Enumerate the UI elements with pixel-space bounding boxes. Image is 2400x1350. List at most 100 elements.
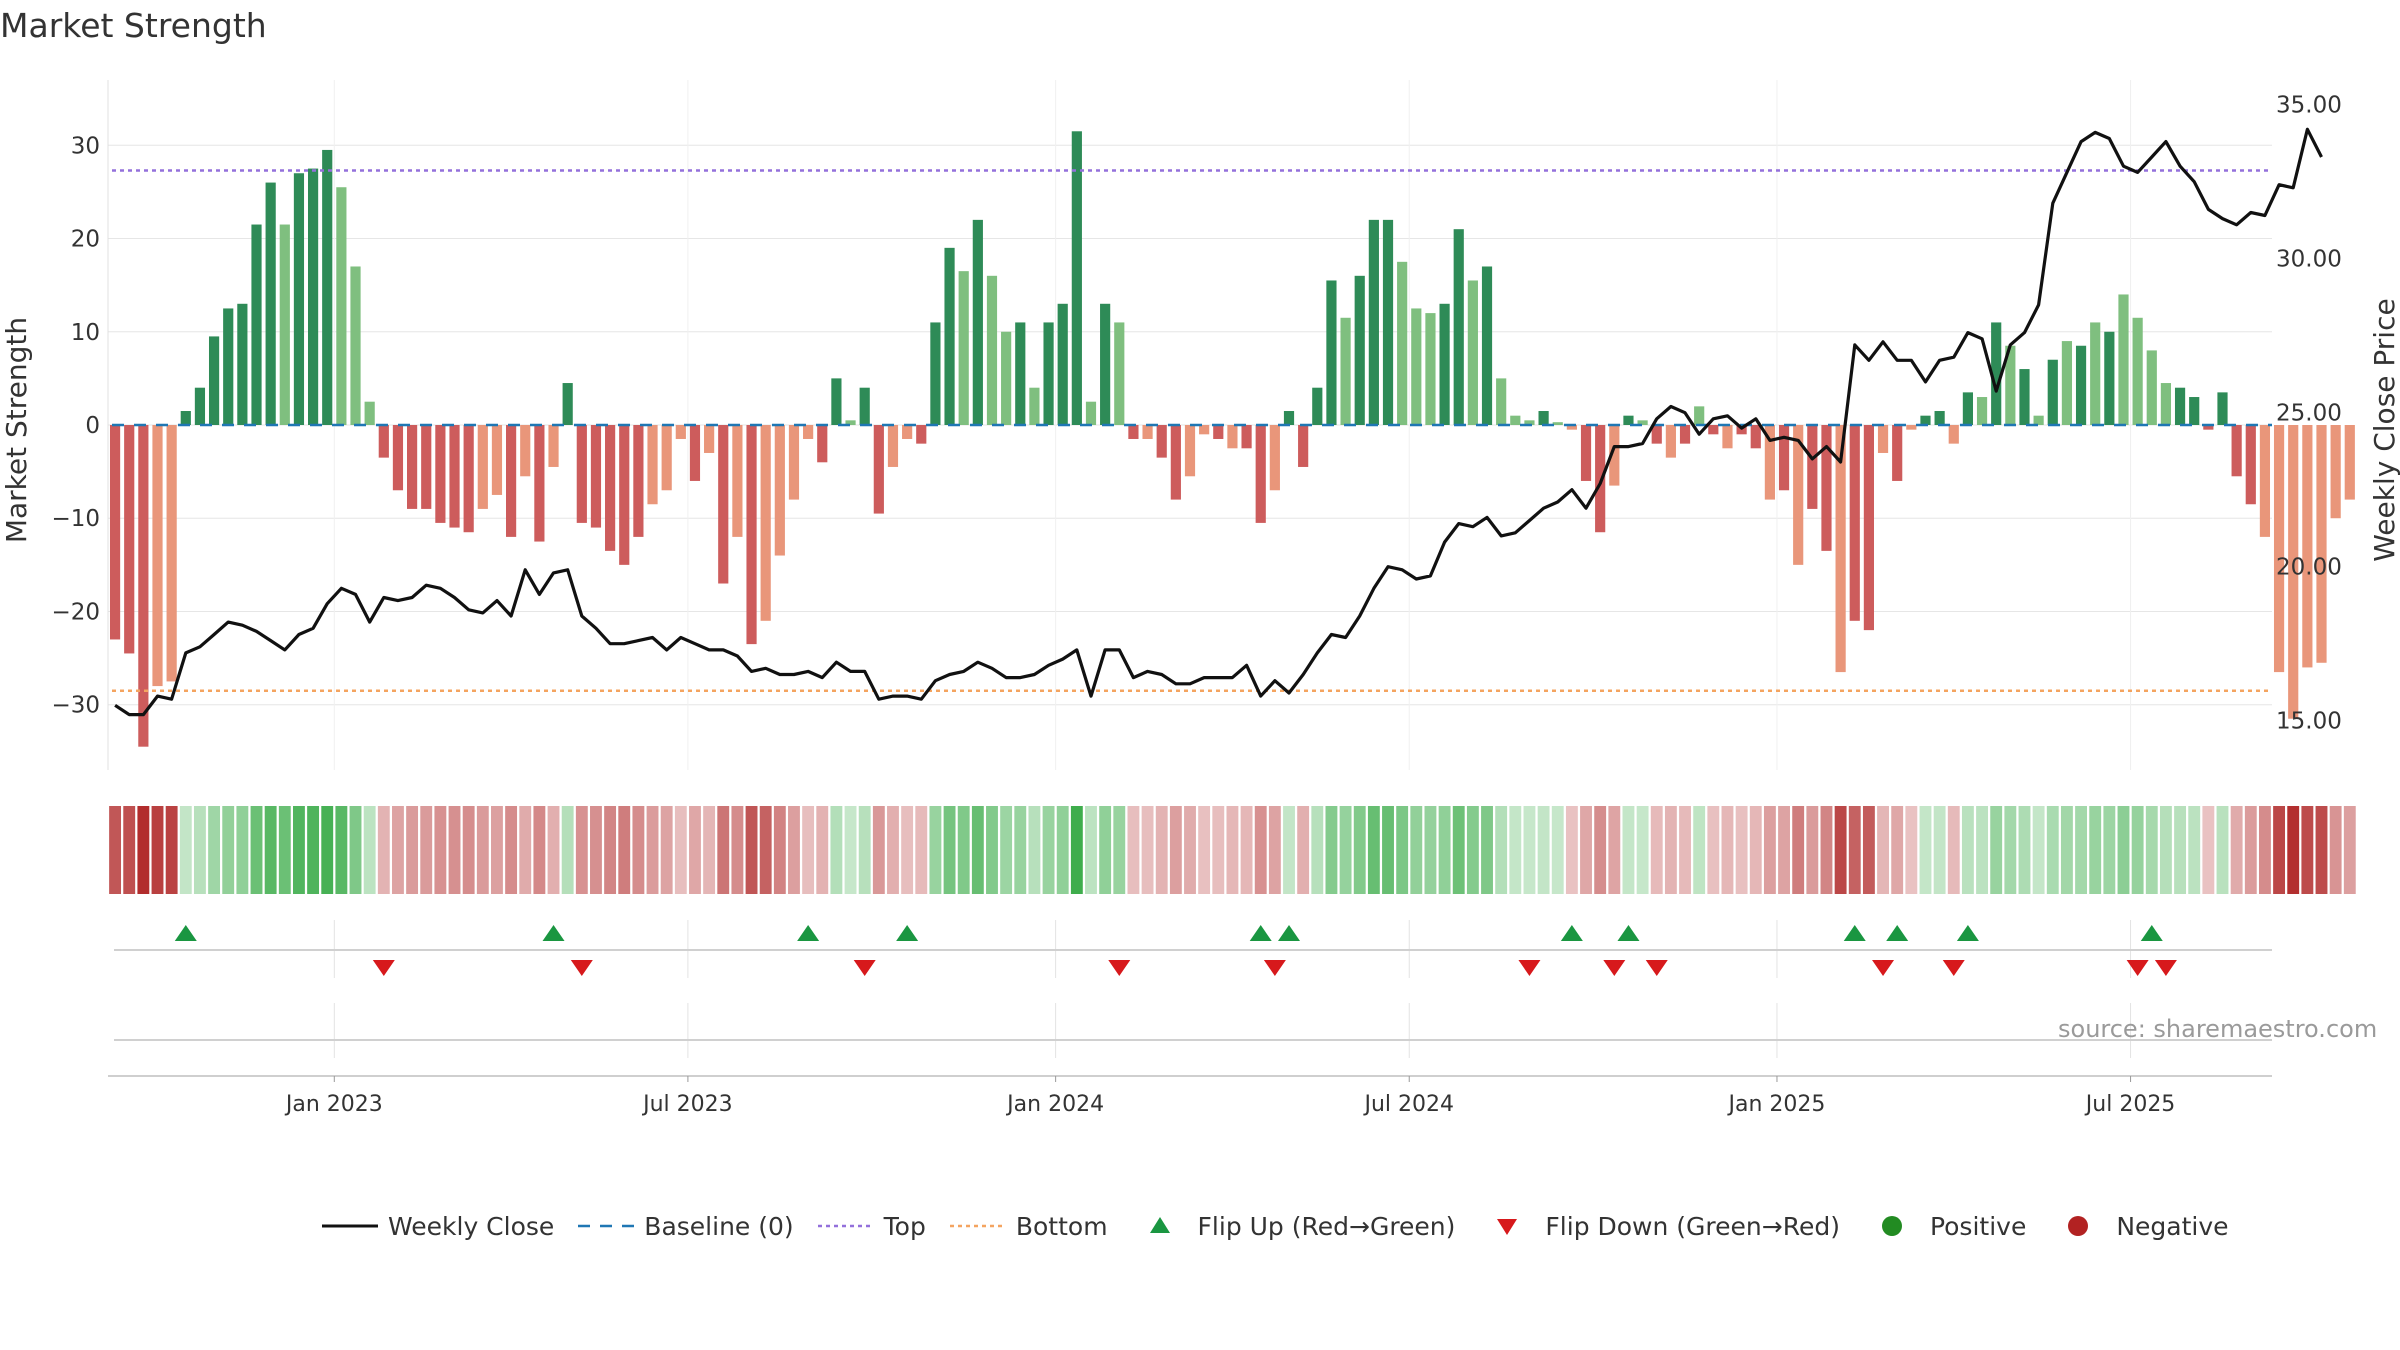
strength-bar bbox=[2090, 322, 2101, 425]
strength-bar bbox=[817, 425, 828, 463]
heat-cell bbox=[1396, 806, 1409, 894]
heat-cell bbox=[2301, 806, 2314, 894]
legend-item-negative: Negative bbox=[2048, 1211, 2229, 1241]
heat-cell bbox=[618, 806, 631, 894]
strength-bar bbox=[1481, 266, 1493, 425]
strength-bar bbox=[873, 425, 884, 514]
heat-cell bbox=[377, 806, 390, 894]
strength-bar bbox=[237, 303, 248, 425]
heat-cell bbox=[2117, 806, 2130, 894]
legend: Weekly Close Baseline (0) Top Bottom Fli… bbox=[320, 1208, 2251, 1244]
heat-cell bbox=[1127, 806, 1140, 894]
flip-up-marker bbox=[1956, 925, 1979, 941]
strength-bar bbox=[1029, 387, 1040, 425]
strength-bar bbox=[251, 224, 262, 425]
strength-bar bbox=[2047, 359, 2058, 425]
heat-cell bbox=[1693, 806, 1706, 894]
heat-cell bbox=[1594, 806, 1607, 894]
heat-cell bbox=[1792, 806, 1805, 894]
strength-bar bbox=[2075, 345, 2087, 425]
strength-bar bbox=[1227, 425, 1238, 449]
heat-cell bbox=[2131, 806, 2144, 894]
heat-cell bbox=[816, 806, 829, 894]
strength-bar bbox=[449, 425, 460, 528]
heat-cell bbox=[533, 806, 546, 894]
heat-cell bbox=[2202, 806, 2215, 894]
heat-cell bbox=[575, 806, 588, 894]
strength-bar bbox=[138, 425, 149, 747]
heat-cell bbox=[1410, 806, 1423, 894]
strength-bar bbox=[1199, 425, 1210, 435]
strength-bar bbox=[647, 425, 658, 505]
strength-bar bbox=[1298, 425, 1309, 467]
heat-cell bbox=[264, 806, 277, 894]
legend-item-bottom: Bottom bbox=[948, 1211, 1108, 1241]
strength-bar bbox=[223, 308, 234, 425]
heat-cell bbox=[392, 806, 404, 894]
strength-bar bbox=[1580, 425, 1592, 481]
heat-cell bbox=[491, 806, 503, 894]
heat-cell bbox=[335, 806, 348, 894]
legend-dotted-line-icon bbox=[816, 1211, 876, 1241]
heat-cell bbox=[1297, 806, 1310, 894]
heat-cell bbox=[2089, 806, 2102, 894]
flip-down-marker bbox=[372, 960, 395, 976]
flip-up-marker bbox=[1249, 925, 1272, 941]
heat-cell bbox=[109, 806, 122, 894]
y-right-tick-label: 15.00 bbox=[2276, 709, 2342, 735]
heat-cell bbox=[929, 806, 942, 894]
strength-bar bbox=[2288, 425, 2299, 719]
heat-cell bbox=[689, 806, 701, 894]
heat-cell bbox=[278, 806, 291, 894]
flip-down-marker bbox=[1108, 960, 1131, 976]
heat-cell bbox=[1763, 806, 1776, 894]
strength-bar bbox=[534, 425, 545, 542]
strength-bar bbox=[972, 219, 983, 425]
heat-cell bbox=[2287, 806, 2300, 894]
heat-cell bbox=[872, 806, 885, 894]
strength-bar bbox=[2273, 425, 2285, 673]
strength-bar bbox=[1241, 425, 1252, 449]
strength-bar bbox=[1948, 425, 1959, 444]
strength-bar bbox=[406, 425, 418, 509]
triangle-down-icon bbox=[1477, 1211, 1537, 1241]
strength-bar bbox=[1439, 303, 1450, 425]
flip-down-marker bbox=[1645, 960, 1668, 976]
strength-bar bbox=[675, 425, 686, 439]
strength-bar bbox=[1524, 420, 1535, 425]
heat-cell bbox=[1339, 806, 1352, 894]
reference-lines bbox=[112, 169, 2272, 692]
y-right-axis-title: Weekly Close Price bbox=[2368, 298, 2400, 561]
heat-cell bbox=[462, 806, 475, 894]
y-right-tick-label: 35.00 bbox=[2276, 93, 2342, 119]
x-tick-label: Jan 2025 bbox=[1727, 1092, 1826, 1117]
strength-bar bbox=[916, 425, 927, 444]
heat-cell bbox=[901, 806, 914, 894]
heat-cell bbox=[1551, 806, 1564, 894]
heat-cell bbox=[1014, 806, 1027, 894]
strength-heat-strip bbox=[109, 806, 2356, 894]
strength-bar bbox=[477, 425, 488, 509]
heat-cell bbox=[1608, 806, 1621, 894]
heat-cell bbox=[1099, 806, 1112, 894]
strength-bar bbox=[1354, 275, 1365, 425]
strength-bar bbox=[1750, 425, 1761, 449]
strength-bar bbox=[2344, 425, 2355, 500]
source-label: source: sharemaestro.com bbox=[2058, 1015, 2378, 1043]
heat-cell bbox=[646, 806, 659, 894]
strength-bar bbox=[590, 425, 602, 528]
y-left-tick-label: 30 bbox=[71, 133, 100, 159]
legend-item-top: Top bbox=[816, 1211, 926, 1241]
strength-bar bbox=[2160, 383, 2172, 425]
strength-bar bbox=[208, 336, 220, 425]
strength-bar bbox=[2330, 425, 2341, 519]
strength-bar bbox=[463, 425, 474, 533]
heat-cell bbox=[1990, 806, 2003, 894]
strength-bar bbox=[859, 387, 870, 425]
strength-bar bbox=[2203, 425, 2214, 430]
strength-bar bbox=[1637, 420, 1648, 425]
heat-cell bbox=[1848, 806, 1861, 894]
strength-bar bbox=[1015, 322, 1026, 425]
legend-dashed-line-icon bbox=[576, 1211, 636, 1241]
heat-cell bbox=[745, 806, 758, 894]
